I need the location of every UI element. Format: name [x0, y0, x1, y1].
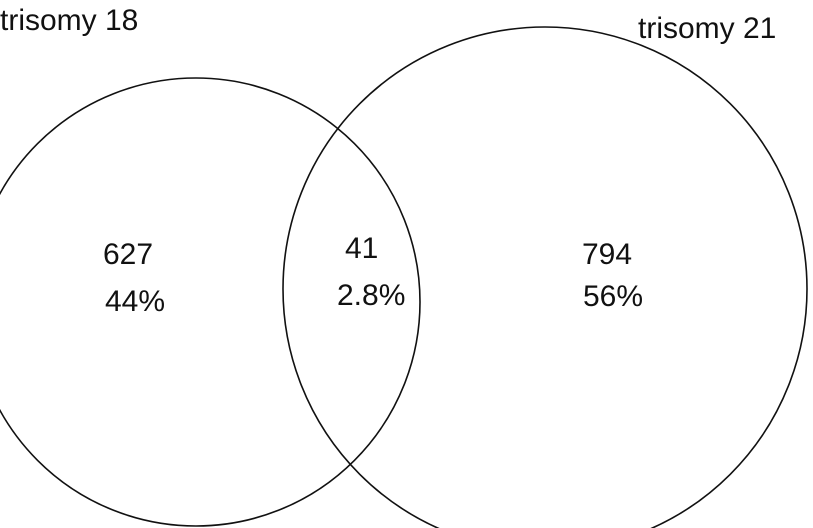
region-percent: 44%	[105, 285, 165, 318]
region-percent: 2.8%	[337, 279, 405, 312]
set-circle	[282, 26, 808, 528]
region-count: 41	[345, 232, 378, 265]
set-label: trisomy 18	[0, 4, 138, 37]
region-percent: 56%	[583, 280, 643, 313]
set-label: trisomy 21	[638, 12, 776, 45]
region-count: 627	[103, 238, 153, 271]
region-count: 794	[582, 238, 632, 271]
set-circle	[0, 77, 421, 527]
